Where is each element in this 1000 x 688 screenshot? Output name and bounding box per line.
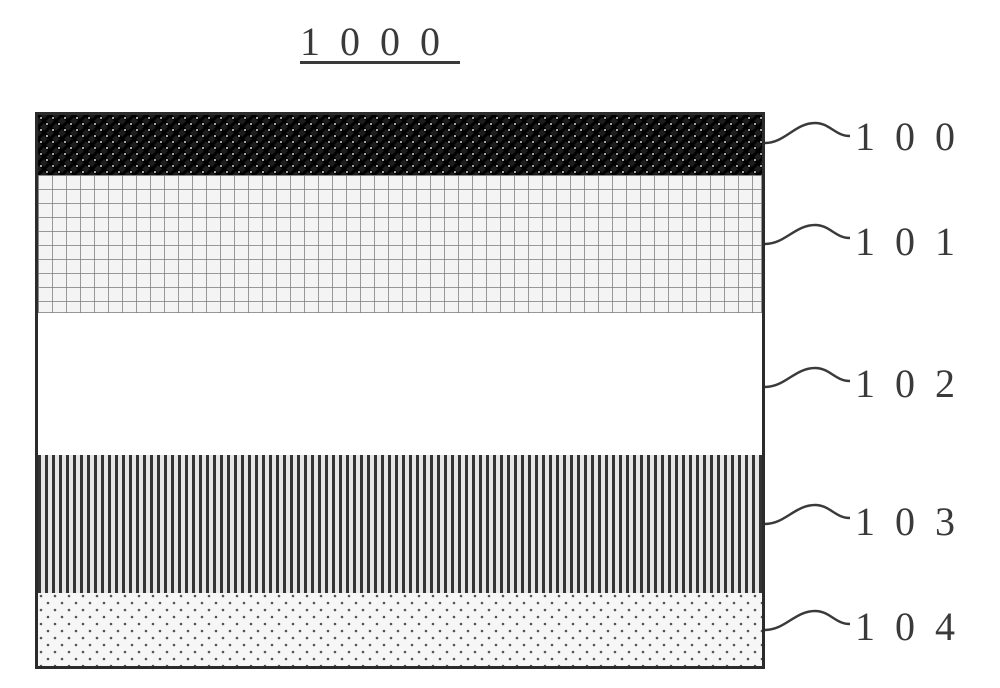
- label-101: 101: [855, 218, 975, 265]
- leader-100: [765, 118, 850, 158]
- leader-101: [765, 222, 850, 262]
- label-100: 100: [855, 113, 975, 160]
- leader-103: [765, 502, 850, 542]
- leader-102: [765, 365, 850, 405]
- layer-stack-border: [35, 112, 765, 669]
- label-104: 104: [855, 603, 975, 650]
- diagram-canvas: { "diagram": { "type": "layered-cross-se…: [0, 0, 1000, 688]
- leader-104: [765, 608, 850, 648]
- label-103: 103: [855, 498, 975, 545]
- label-102: 102: [855, 360, 975, 407]
- diagram-title: 1000: [300, 18, 460, 65]
